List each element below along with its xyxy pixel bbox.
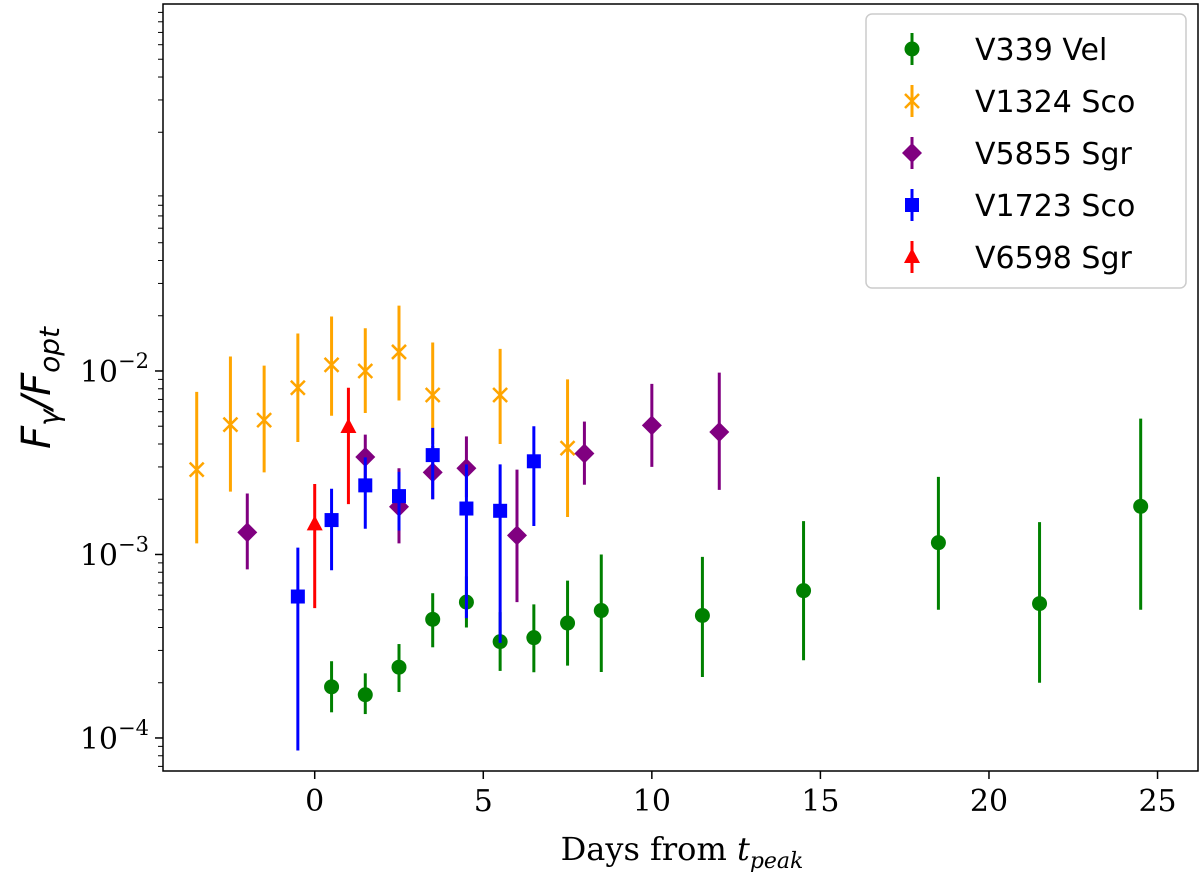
legend-box [865,13,1187,289]
y-tick-label: 10−3 [80,532,149,573]
data-point [324,513,339,528]
data-point [930,535,946,551]
x-tick-label: 10 [633,784,671,819]
legend-label: V1723 Sco [975,189,1135,224]
data-point [306,515,323,531]
legend-marker [904,41,920,57]
legend-entry: V1723 Sco [905,189,1135,224]
legend-marker [902,143,922,163]
x-axis-ticks: 0 5 10 15 20 25 [305,771,1177,819]
data-point [188,461,205,478]
data-point [391,659,407,675]
x-tick-label: 15 [801,784,839,819]
legend-entry: V1324 Sco [904,85,1135,120]
x-tick-label: 25 [1138,784,1176,819]
series-v6598-sgr [306,387,357,609]
data-point [357,363,374,379]
data-point [526,630,542,646]
data-point [391,489,406,504]
series-v1324-sco [188,305,576,544]
legend-marker [904,93,920,109]
x-tick-label: 20 [970,784,1008,819]
data-point [506,525,527,546]
data-point [237,522,258,543]
data-point [796,583,812,599]
legend-label: V6598 Sgr [975,241,1132,276]
legend-entry: V5855 Sgr [902,137,1132,172]
x-tick-label: 0 [305,784,324,819]
legend-entry: V6598 Sgr [904,241,1132,276]
data-point [459,501,474,516]
legend: V339 Vel V1324 Sco V5855 Sgr V1723 Sco V6598… [865,13,1187,289]
data-point [560,615,576,631]
data-point [290,589,305,604]
data-point [324,679,340,695]
data-point [222,416,239,433]
data-point [694,607,710,623]
data-point [289,379,306,396]
y-axis-ticks: 10−4 10−3 10−2 [80,11,163,767]
y-axis-label: Fγ/Fopt [14,326,66,449]
data-point [1032,596,1048,612]
data-point [425,611,441,627]
data-point [492,387,509,403]
y-tick-label: 10−4 [80,716,149,757]
data-point [391,344,407,360]
legend-marker [904,248,920,263]
legend-label: V1324 Sco [975,85,1135,120]
legend-label: V339 Vel [975,33,1107,68]
data-point [256,412,273,428]
data-point [709,422,730,443]
data-point [493,503,508,518]
data-point [574,443,595,464]
plot-frame [162,3,1199,772]
series-v339-vel [324,418,1149,715]
data-point [425,448,440,463]
data-point [323,356,340,373]
data-point [593,603,609,619]
data-point [355,446,376,467]
series-v1723-sco [290,426,541,751]
data-point [559,440,576,456]
data-point [358,478,373,493]
data-markers [188,305,1149,751]
data-point [424,387,441,403]
x-axis-label: Days from tpeak [561,830,804,872]
legend-marker [905,198,919,212]
data-point [1133,498,1149,514]
y-tick-label: 10−2 [80,349,149,390]
x-tick-label: 5 [474,784,493,819]
legend-label: V5855 Sgr [975,137,1132,172]
data-point [526,454,541,469]
data-point [340,418,357,434]
data-point [641,415,662,436]
data-point [357,687,373,703]
legend-entry: V339 Vel [904,33,1107,68]
